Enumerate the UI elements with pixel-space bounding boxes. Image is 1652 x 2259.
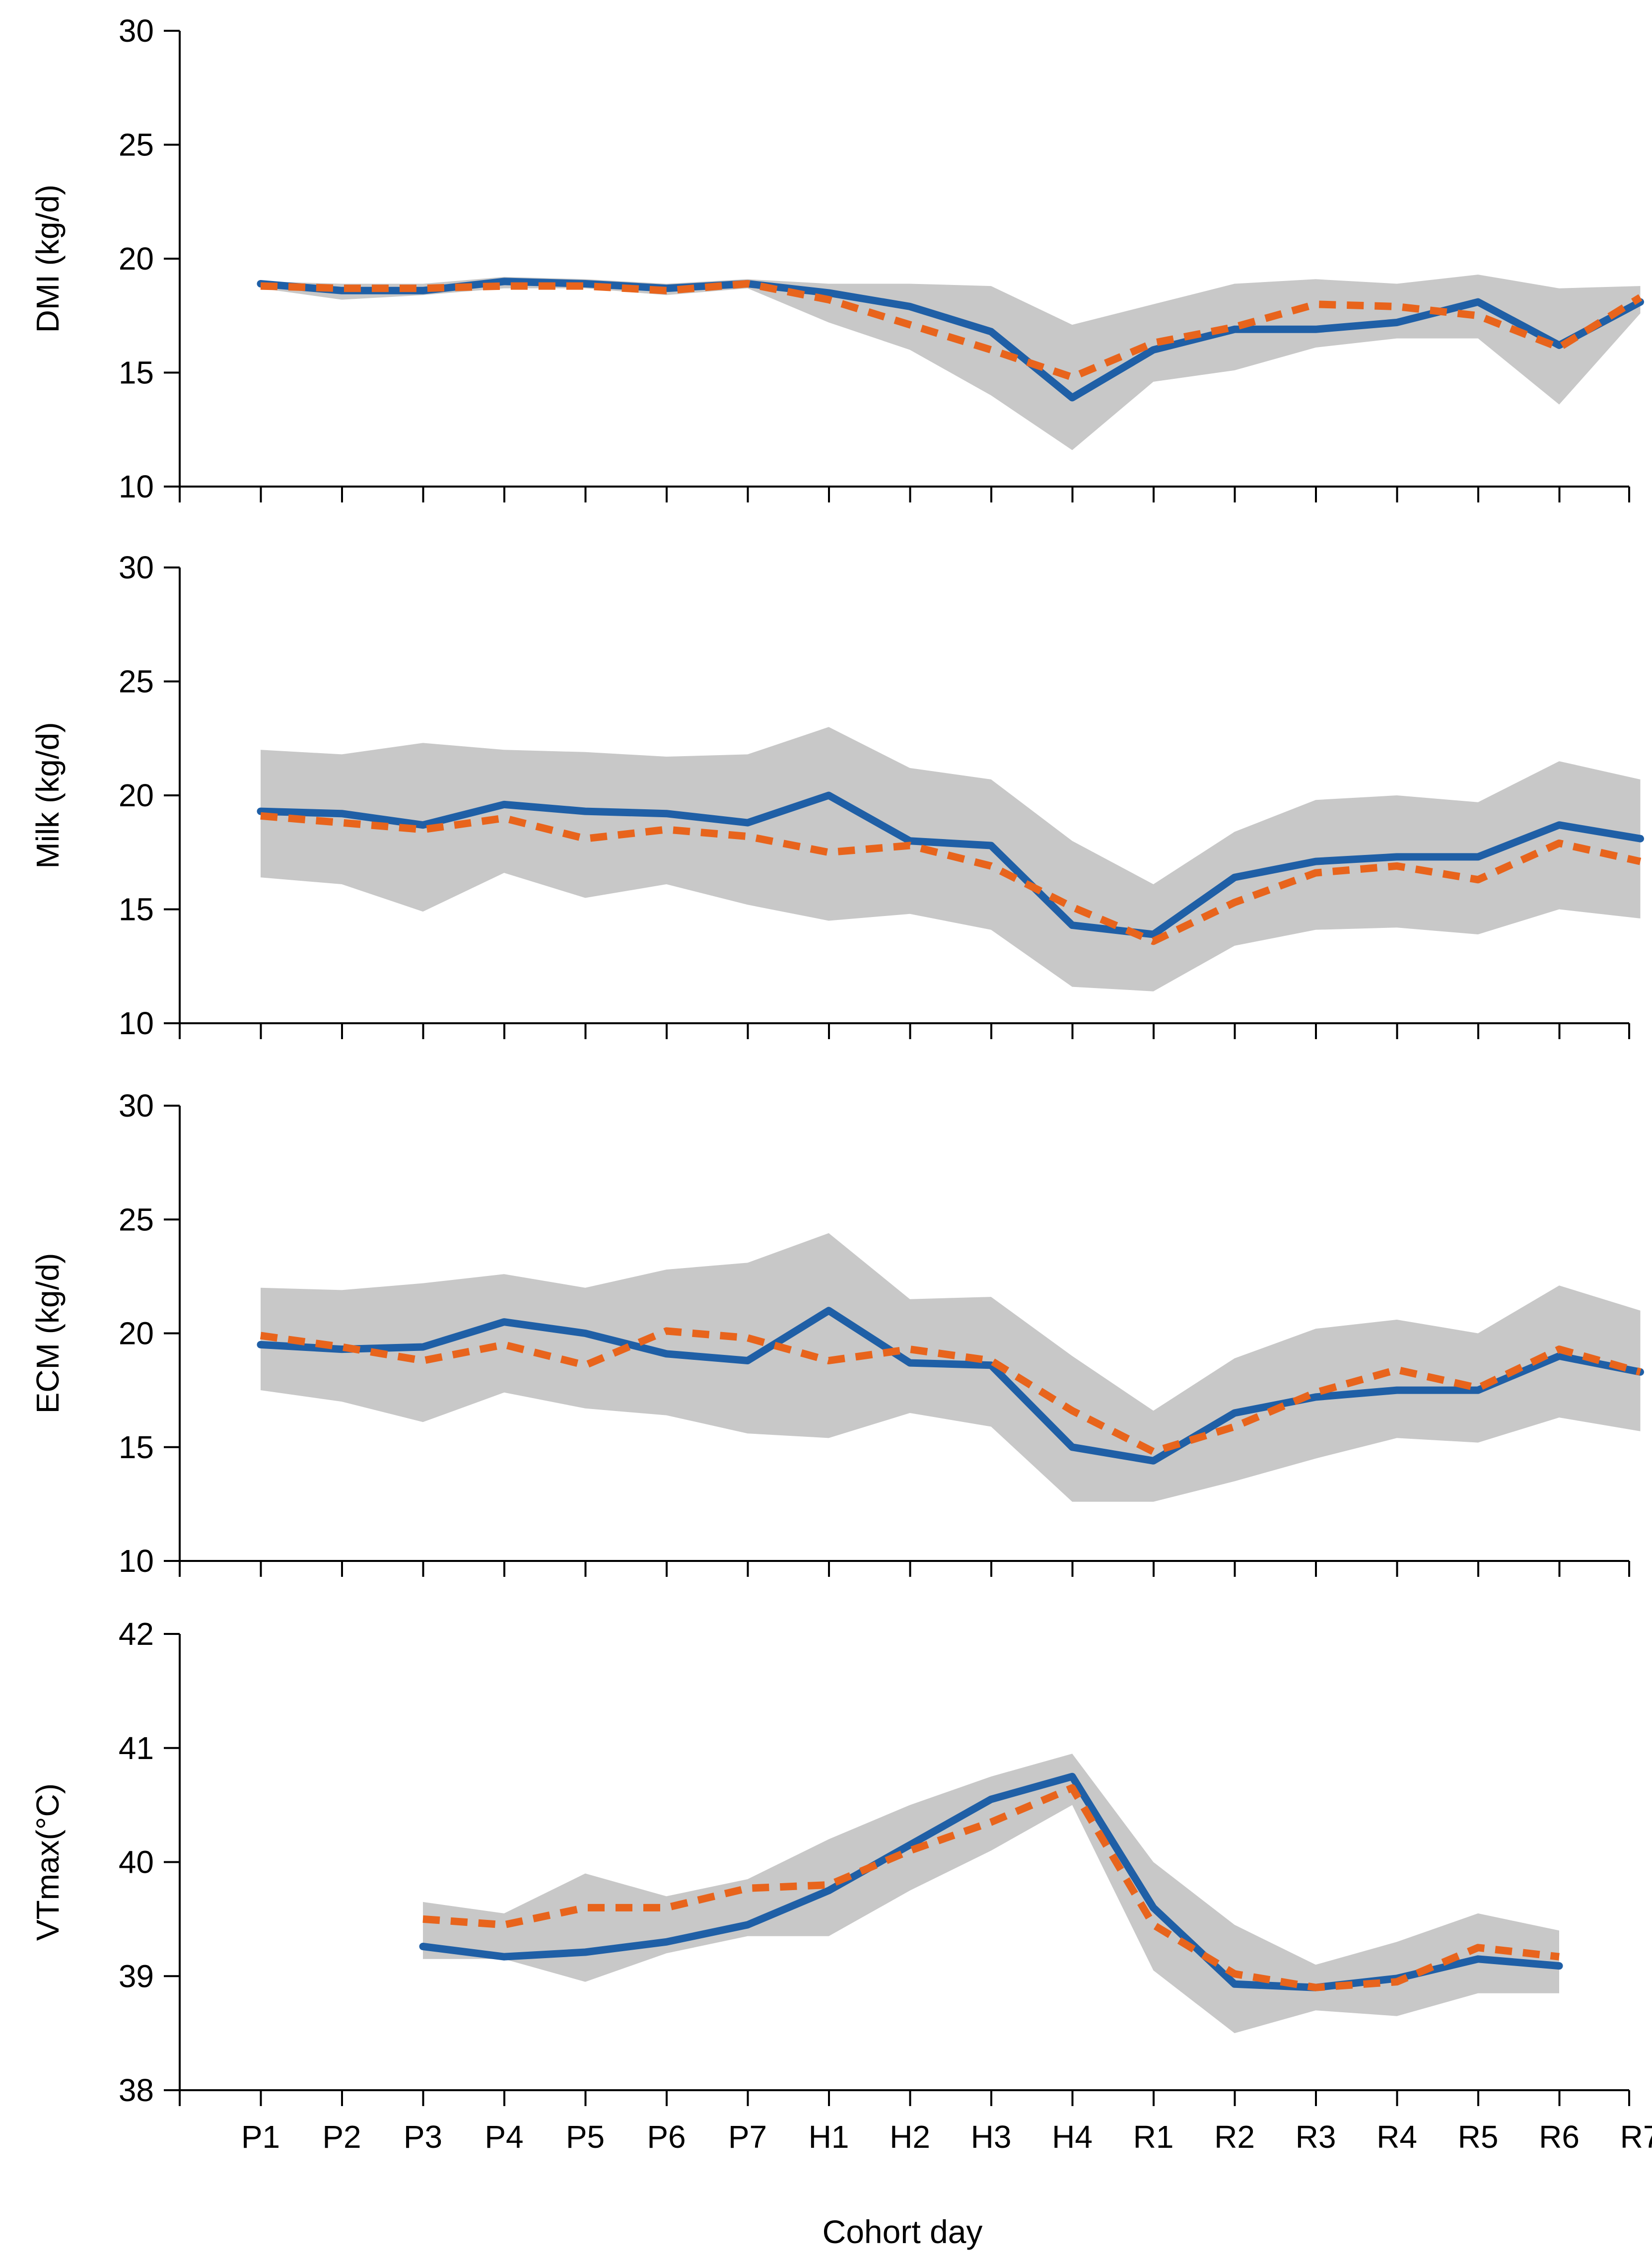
x-tick-label-P6: P6 xyxy=(647,2119,686,2155)
vtmax-range-band xyxy=(423,1754,1559,2034)
x-tick-label-R3: R3 xyxy=(1296,2119,1336,2155)
vtmax-y-tick-label: 39 xyxy=(119,1958,154,1994)
x-tick-label-H2: H2 xyxy=(890,2119,930,2155)
milk-y-axis-title: Milk (kg/d) xyxy=(30,722,66,868)
vtmax-y-tick-label: 42 xyxy=(119,1616,154,1652)
x-tick-label-R7: R7 xyxy=(1620,2119,1652,2155)
panel-milk: 10 15 20 25 30 Milk (kg/d) xyxy=(30,550,1644,1041)
ecm-series-dashed-line xyxy=(260,1327,1642,1456)
vtmax-series-dashed-line xyxy=(422,1784,1560,1991)
x-tick-label-P4: P4 xyxy=(484,2119,523,2155)
milk-series-dashed-line xyxy=(260,812,1642,945)
x-tick-label-R2: R2 xyxy=(1214,2119,1255,2155)
dmi-y-axis-title: DMI (kg/d) xyxy=(30,185,66,333)
x-tick-label-R6: R6 xyxy=(1539,2119,1580,2155)
ecm-y-tick-label: 15 xyxy=(119,1429,154,1465)
dmi-y-tick-label: 30 xyxy=(119,13,154,49)
ecm-series-solid-line xyxy=(257,1307,1644,1465)
x-tick-label-P1: P1 xyxy=(241,2119,280,2155)
x-tick-label-P5: P5 xyxy=(566,2119,605,2155)
dmi-y-tick-label: 15 xyxy=(119,355,154,391)
x-tick-label-P2: P2 xyxy=(322,2119,361,2155)
dmi-series-dashed-line xyxy=(260,280,1643,381)
x-tick-label-P3: P3 xyxy=(404,2119,442,2155)
x-tick-label-H3: H3 xyxy=(971,2119,1012,2155)
milk-y-tick-label: 10 xyxy=(119,1005,154,1041)
ecm-y-tick-label: 25 xyxy=(119,1201,154,1237)
milk-y-tick-label: 20 xyxy=(119,777,154,813)
x-tick-label-R1: R1 xyxy=(1133,2119,1174,2155)
x-tick-label-R4: R4 xyxy=(1377,2119,1417,2155)
dmi-range-band xyxy=(261,275,1641,450)
x-axis-title: Cohort day xyxy=(823,2213,983,2250)
panel-ecm: 10 15 20 25 30 ECM (kg/d) xyxy=(30,1088,1644,1579)
ecm-y-axis-title: ECM (kg/d) xyxy=(30,1253,66,1414)
ecm-y-tick-label: 30 xyxy=(119,1088,154,1124)
panel-vtmax: 38 39 40 41 42 VTmax(°C) xyxy=(30,1616,1630,2108)
dmi-y-tick-label: 25 xyxy=(119,127,154,163)
chart-panels: 10 15 20 25 30 DMI (kg/d) 10 15 20 25 30 Milk (kg/d… xyxy=(30,13,1644,2108)
x-tick-label-P7: P7 xyxy=(728,2119,767,2155)
x-tick-label-R5: R5 xyxy=(1458,2119,1499,2155)
vtmax-y-tick-label: 41 xyxy=(119,1730,154,1766)
vtmax-y-tick-label: 38 xyxy=(119,2072,154,2108)
milk-series-solid-line xyxy=(257,791,1644,938)
x-tick-label-H4: H4 xyxy=(1052,2119,1093,2155)
vtmax-y-tick-label: 40 xyxy=(119,1844,154,1880)
x-axis: P1 P2 P3 P4 P5 P6 P7 H1 H2 H3 H4 R1 R2 R3 R4 R5 R6 R7 xyxy=(241,2119,1652,2155)
panel-dmi: 10 15 20 25 30 DMI (kg/d) xyxy=(30,13,1644,504)
milk-y-tick-label: 15 xyxy=(119,892,154,927)
dmi-y-tick-label: 10 xyxy=(119,469,154,504)
milk-y-tick-label: 25 xyxy=(119,664,154,700)
vtmax-y-axis-title: VTmax(°C) xyxy=(30,1783,66,1941)
ecm-y-tick-label: 10 xyxy=(119,1543,154,1579)
x-tick-label-H1: H1 xyxy=(809,2119,849,2155)
milk-y-tick-label: 30 xyxy=(119,550,154,585)
ecm-y-tick-label: 20 xyxy=(119,1316,154,1351)
dmi-y-tick-label: 20 xyxy=(119,241,154,277)
